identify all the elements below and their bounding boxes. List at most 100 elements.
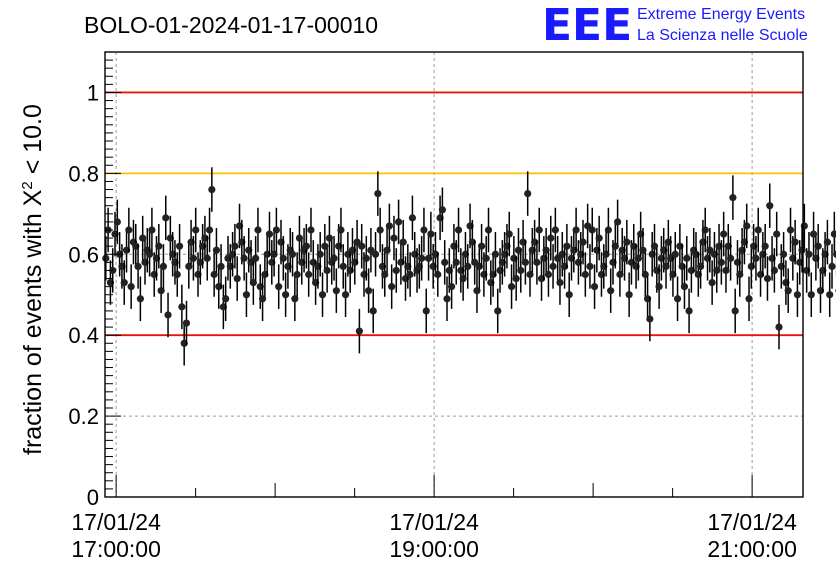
data-point — [826, 291, 834, 299]
data-point — [443, 295, 451, 303]
data-point — [139, 234, 147, 242]
data-point — [743, 222, 751, 230]
data-point — [798, 246, 806, 254]
data-points — [102, 167, 836, 366]
data-point — [422, 307, 430, 315]
data-point — [572, 226, 580, 234]
data-point — [371, 250, 380, 258]
data-point — [494, 307, 502, 315]
data-point — [210, 270, 218, 279]
eee-logo: EEE Extreme Energy Events La Scienza nel… — [542, 0, 808, 51]
data-point — [374, 189, 382, 198]
data-point — [385, 222, 393, 230]
data-point — [383, 246, 391, 254]
data-point — [830, 230, 836, 238]
data-point — [722, 266, 730, 275]
data-point — [427, 230, 435, 238]
data-point — [720, 230, 728, 238]
data-point — [316, 250, 324, 258]
x-tick-label-date: 17/01/24 — [389, 509, 479, 535]
data-point — [189, 254, 198, 262]
eee-logo-line1: Extreme Energy Events — [637, 6, 805, 23]
data-point — [113, 218, 121, 226]
data-point — [505, 230, 513, 238]
data-point — [590, 283, 599, 291]
data-point — [164, 311, 172, 319]
data-point — [159, 262, 168, 271]
data-point — [517, 266, 525, 275]
data-point — [639, 246, 647, 254]
data-point — [120, 278, 128, 287]
data-point — [388, 283, 396, 291]
data-point — [339, 262, 347, 271]
data-point — [454, 226, 463, 234]
data-point — [376, 226, 384, 234]
axis-ticks — [105, 51, 753, 498]
y-tick-labels: 0 0.2 0.4 0.6 0.8 1 — [68, 80, 99, 510]
data-point — [549, 262, 557, 271]
data-point — [542, 246, 550, 254]
x-tick-label-date: 17/01/24 — [71, 509, 161, 535]
data-point — [365, 287, 373, 295]
data-point — [127, 283, 135, 291]
data-point — [611, 242, 619, 250]
y-tick-label: 0.8 — [68, 161, 99, 186]
x-tick-label-time: 19:00:00 — [389, 536, 479, 562]
data-point — [685, 307, 693, 315]
data-point — [408, 214, 417, 222]
data-point — [745, 295, 753, 303]
data-point — [683, 254, 691, 262]
data-point — [136, 295, 144, 303]
data-point — [291, 295, 299, 303]
data-point — [448, 283, 456, 291]
data-point — [222, 295, 230, 303]
data-point — [671, 250, 679, 258]
data-point — [701, 226, 709, 234]
data-point — [588, 226, 596, 234]
data-point — [736, 270, 744, 279]
data-point — [205, 226, 214, 234]
data-point — [337, 226, 345, 234]
data-point — [602, 250, 610, 258]
data-point — [533, 258, 541, 266]
data-point — [482, 254, 490, 262]
data-point — [424, 254, 433, 262]
data-point — [249, 278, 257, 287]
data-point — [240, 254, 248, 262]
data-point — [293, 270, 301, 279]
data-point — [275, 283, 283, 291]
data-point — [809, 230, 818, 238]
data-point — [833, 250, 836, 258]
data-point — [438, 206, 446, 214]
data-point — [655, 283, 663, 291]
data-point — [484, 226, 493, 234]
data-point — [305, 270, 313, 279]
data-point — [258, 295, 267, 303]
data-point — [355, 327, 363, 335]
x-tick-label-date: 17/01/24 — [707, 509, 797, 535]
y-tick-label: 0.4 — [68, 323, 99, 348]
data-point — [634, 254, 642, 262]
data-point — [773, 230, 781, 238]
data-point — [459, 274, 467, 283]
data-point — [673, 295, 682, 303]
data-point — [526, 270, 534, 279]
data-point — [524, 189, 532, 198]
data-point — [358, 242, 366, 250]
data-point — [754, 226, 762, 234]
data-point — [341, 291, 350, 299]
data-point — [731, 307, 739, 315]
data-point — [185, 262, 193, 271]
data-point — [563, 242, 571, 250]
data-point — [192, 226, 200, 234]
data-point — [763, 274, 772, 283]
data-point — [252, 254, 260, 262]
data-point — [814, 242, 822, 250]
data-point — [616, 270, 624, 279]
data-point — [780, 250, 788, 258]
data-point — [288, 250, 297, 258]
data-point — [586, 262, 594, 271]
data-point — [272, 226, 280, 234]
data-point — [521, 258, 529, 266]
